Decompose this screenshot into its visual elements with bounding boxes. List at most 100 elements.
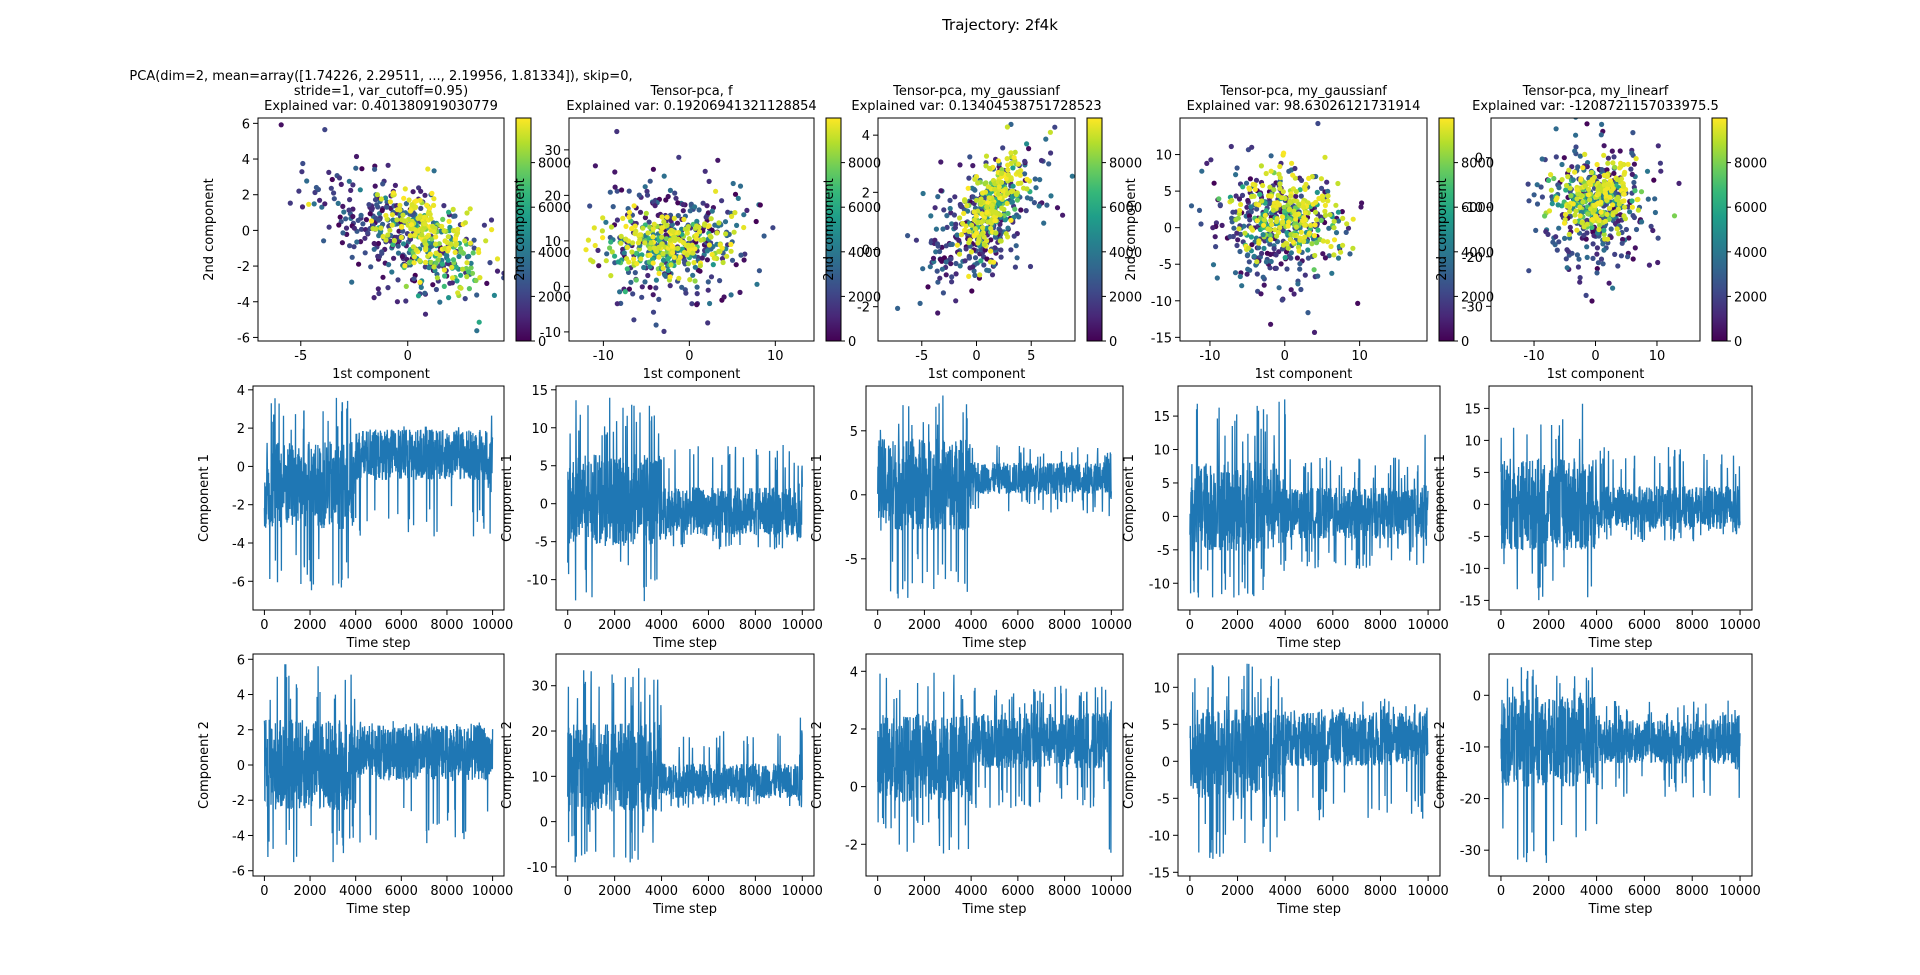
colorbar-tick-label: 4000 xyxy=(1461,246,1494,261)
scatter-point xyxy=(595,247,601,253)
scatter-point xyxy=(941,207,947,213)
scatter-point xyxy=(647,252,653,258)
scatter-point xyxy=(340,203,346,209)
scatter-panel-1: -5 0 -6 -4 -2 0 2 4 6 1st component 2nd component P… xyxy=(129,69,632,382)
scatter-point xyxy=(371,246,377,252)
scatter-point xyxy=(732,191,739,197)
scatter-point xyxy=(590,259,596,265)
scatter-point xyxy=(1577,279,1583,285)
scatter-point xyxy=(1567,224,1573,230)
scatter-point xyxy=(1254,271,1260,277)
scatter-point xyxy=(659,241,665,247)
scatter-point xyxy=(1582,151,1588,157)
scatter-point xyxy=(434,275,440,281)
x-tick-label: 8000 xyxy=(739,618,772,633)
scatter-point xyxy=(1611,170,1617,176)
scatter-point xyxy=(664,214,670,220)
scatter-point xyxy=(984,256,990,262)
scatter-point xyxy=(1635,207,1641,213)
scatter-point xyxy=(1610,202,1616,208)
scatter-point xyxy=(728,248,734,254)
scatter-point xyxy=(1028,196,1034,202)
scatter-point xyxy=(642,215,649,221)
scatter-point xyxy=(1060,212,1066,218)
scatter-point xyxy=(694,223,700,229)
scatter-point xyxy=(429,236,435,242)
scatter-point xyxy=(409,202,415,208)
scatter-point xyxy=(552,267,557,272)
scatter-point xyxy=(390,190,397,196)
scatter-point xyxy=(429,190,435,196)
scatter-point xyxy=(704,257,711,263)
scatter-point xyxy=(1268,237,1274,243)
scatter-point xyxy=(365,230,371,236)
scatter-point xyxy=(667,274,673,280)
scatter-point xyxy=(728,292,734,298)
scatter-point xyxy=(1611,154,1617,160)
scatter-point xyxy=(384,204,390,210)
scatter-point xyxy=(728,241,734,247)
x-tick-label: 0 xyxy=(1186,618,1194,633)
scatter-point xyxy=(1563,256,1569,262)
scatter-point xyxy=(988,202,995,208)
scatter-point xyxy=(1601,227,1607,233)
y-tick-label: 15 xyxy=(531,384,548,399)
scatter-point xyxy=(446,218,452,224)
scatter-point xyxy=(243,208,248,213)
colorbar xyxy=(515,117,532,342)
scatter-point xyxy=(1217,202,1223,208)
scatter-point xyxy=(464,260,470,266)
scatter-point xyxy=(1648,223,1654,229)
scatter-point xyxy=(1228,143,1234,150)
scatter-point xyxy=(1214,275,1220,281)
x-tick-label: 5 xyxy=(1027,349,1035,364)
scatter-point xyxy=(708,234,714,240)
scatter-point xyxy=(628,279,634,285)
scatter-point xyxy=(1000,188,1006,194)
scatter-point xyxy=(770,225,776,231)
scatter-point xyxy=(1268,217,1274,224)
scatter-point xyxy=(402,186,408,192)
scatter-point xyxy=(346,178,352,184)
scatter-point xyxy=(411,254,417,260)
scatter-point xyxy=(1005,167,1011,173)
scatter-point xyxy=(1302,222,1308,228)
colorbar-tick-label: 6000 xyxy=(1461,201,1494,216)
scatter-point xyxy=(1069,173,1075,179)
scatter-point xyxy=(1302,210,1308,216)
scatter-point xyxy=(685,242,692,248)
x-axis-label: 1st component xyxy=(332,367,430,382)
scatter-point xyxy=(671,215,677,221)
scatter-point xyxy=(1340,242,1346,248)
colorbar-tick-label: 4000 xyxy=(1109,246,1142,261)
scatter-point xyxy=(1645,196,1651,202)
scatter-point xyxy=(738,252,744,258)
scatter-point xyxy=(1277,163,1283,170)
scatter-point xyxy=(614,188,620,194)
scatter-point xyxy=(360,221,366,227)
scatter-point xyxy=(646,219,652,225)
y-tick-label: -15 xyxy=(1460,594,1481,609)
scatter-point xyxy=(389,269,395,275)
colorbar xyxy=(1438,117,1455,342)
scatter-point xyxy=(300,160,306,167)
scatter-point xyxy=(592,242,598,249)
scatter-point xyxy=(474,328,480,334)
scatter-points xyxy=(552,128,776,334)
scatter-point xyxy=(961,210,967,216)
x-tick-label: 0 xyxy=(972,349,980,364)
scatter-point xyxy=(446,209,452,215)
scatter-point xyxy=(425,211,431,217)
scatter-point xyxy=(687,277,693,283)
scatter-point xyxy=(1596,226,1602,233)
scatter-point xyxy=(604,251,610,257)
series-line xyxy=(1189,399,1429,598)
scatter-point xyxy=(446,245,452,252)
scatter-point xyxy=(494,268,501,274)
scatter-point xyxy=(1590,241,1596,247)
x-tick-label: 0 xyxy=(1497,884,1505,899)
scatter-point xyxy=(905,233,911,239)
scatter-point xyxy=(1293,193,1299,199)
scatter-point xyxy=(1614,176,1620,183)
